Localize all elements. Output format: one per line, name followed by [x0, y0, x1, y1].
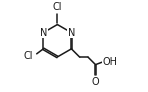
Text: O: O: [92, 77, 99, 87]
Text: N: N: [40, 28, 47, 38]
Text: N: N: [68, 28, 75, 38]
Text: OH: OH: [103, 57, 118, 67]
Text: Cl: Cl: [24, 51, 33, 61]
Text: Cl: Cl: [53, 2, 62, 12]
